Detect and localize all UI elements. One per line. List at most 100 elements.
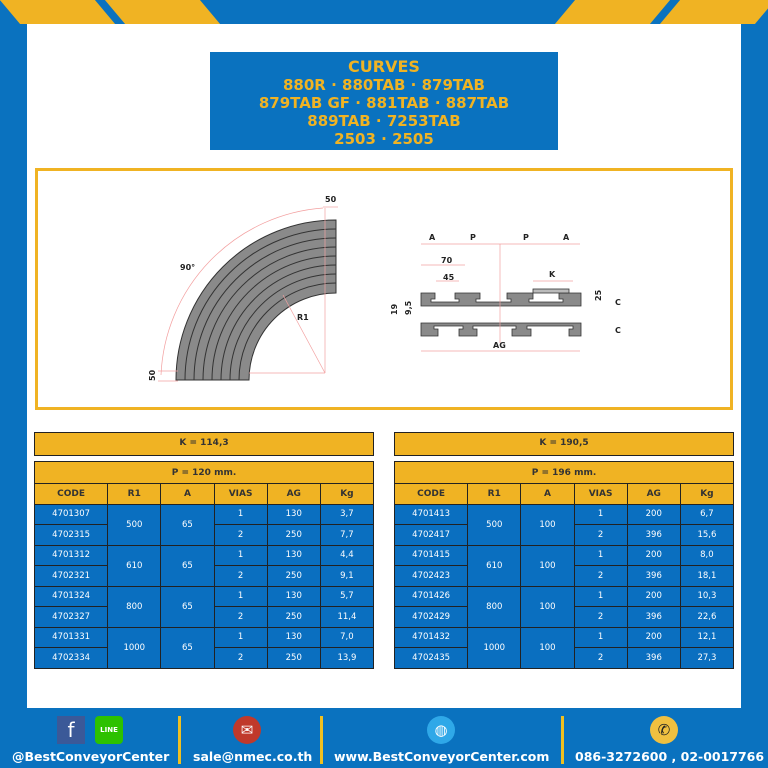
kg-cell: 4,4 (319, 544, 375, 566)
ag-cell: 130 (266, 544, 321, 566)
label-angle: 90° (180, 263, 195, 272)
column-header: CODE (393, 483, 469, 505)
ag-cell: 396 (626, 606, 681, 628)
vias-cell: 2 (213, 606, 268, 628)
spec-table: P = 196 mm. CODE R1 A VIAS AG Kg 4701413 500 100 1… (393, 461, 735, 669)
r1-cell: 610 (107, 544, 162, 587)
globe-icon[interactable]: ◍ (427, 716, 455, 744)
mail-icon[interactable]: ✉ (233, 716, 261, 744)
a-cell: 100 (520, 585, 575, 628)
vias-cell: 1 (573, 544, 628, 566)
code-cell: 4701432 (393, 626, 469, 648)
website-link[interactable]: www.BestConveyorCenter.com (334, 749, 550, 764)
table-row: 4702334 2 250 13,9 (33, 647, 375, 669)
vias-cell: 2 (573, 647, 628, 669)
table-row: 4702423 2 396 18,1 (393, 565, 735, 587)
vias-cell: 1 (213, 585, 268, 607)
ag-cell: 200 (626, 626, 681, 648)
code-cell: 4701413 (393, 503, 469, 525)
a-cell: 65 (160, 544, 215, 587)
kg-cell: 15,6 (679, 524, 735, 546)
ag-cell: 396 (626, 647, 681, 669)
label-19: 19 (390, 303, 399, 315)
code-cell: 4701307 (33, 503, 109, 525)
table-row: 4702417 2 396 15,6 (393, 524, 735, 546)
ag-cell: 250 (266, 647, 321, 669)
kg-cell: 7,7 (319, 524, 375, 546)
vias-cell: 2 (573, 565, 628, 587)
column-header: Kg (319, 483, 375, 505)
column-header: Kg (679, 483, 735, 505)
code-cell: 4702315 (33, 524, 109, 546)
label-70: 70 (441, 256, 453, 265)
table-row: 4701426 800 100 1 200 10,3 (393, 585, 735, 628)
label-p-right: P (523, 233, 529, 242)
pitch-value: P = 196 mm. (394, 461, 734, 484)
code-cell: 4701324 (33, 585, 109, 607)
a-cell: 65 (160, 626, 215, 669)
kg-cell: 3,7 (319, 503, 375, 525)
label-p-left: P (470, 233, 476, 242)
vias-cell: 2 (573, 606, 628, 628)
divider (178, 716, 181, 764)
label-c-bottom: C (615, 326, 621, 335)
title-line: 889TAB · 7253TAB (307, 112, 461, 130)
vias-cell: 2 (213, 524, 268, 546)
email-link[interactable]: sale@nmec.co.th (193, 749, 313, 764)
ag-cell: 200 (626, 503, 681, 525)
title-line: 880R · 880TAB · 879TAB (283, 76, 485, 94)
vias-cell: 2 (573, 524, 628, 546)
code-cell: 4702423 (393, 565, 469, 587)
phone-icon[interactable]: ✆ (650, 716, 678, 744)
kg-cell: 11,4 (319, 606, 375, 628)
table-row: 4702429 2 396 22,6 (393, 606, 735, 628)
k-value: K = 114,3 (34, 432, 374, 456)
r1-cell: 500 (107, 503, 162, 546)
ag-cell: 130 (266, 626, 321, 648)
table-row: 4702435 2 396 27,3 (393, 647, 735, 669)
ag-cell: 200 (626, 544, 681, 566)
label-radius: R1 (297, 313, 309, 322)
column-header: CODE (33, 483, 109, 505)
social-handle[interactable]: @BestConveyorCenter (12, 749, 170, 764)
table-row: 4701432 1000 100 1 200 12,1 (393, 626, 735, 669)
r1-cell: 500 (467, 503, 522, 546)
label-a-left: A (429, 233, 436, 242)
vias-cell: 2 (213, 565, 268, 587)
column-header: VIAS (573, 483, 628, 505)
vias-cell: 1 (573, 626, 628, 648)
kg-cell: 7,0 (319, 626, 375, 648)
facebook-icon[interactable]: f (57, 716, 85, 744)
kg-cell: 9,1 (319, 565, 375, 587)
technical-diagram: 50 90° R1 50 A P P A 70 45 K 19 9,5 25 C… (35, 168, 733, 410)
code-cell: 4701426 (393, 585, 469, 607)
a-cell: 100 (520, 626, 575, 669)
ag-cell: 130 (266, 503, 321, 525)
table-row: 4701312 610 65 1 130 4,4 (33, 544, 375, 587)
spec-table: P = 120 mm. CODE R1 A VIAS AG Kg 4701307 500 65 1 1… (33, 461, 375, 669)
table-row: 4702321 2 250 9,1 (33, 565, 375, 587)
footer: f LINE @BestConveyorCenter ✉ sale@nmec.c… (0, 708, 768, 768)
stripe (0, 0, 116, 24)
ag-cell: 396 (626, 565, 681, 587)
kg-cell: 22,6 (679, 606, 735, 628)
ag-cell: 396 (626, 524, 681, 546)
table-row: 4701413 500 100 1 200 6,7 (393, 503, 735, 546)
column-header: A (520, 483, 575, 505)
ag-cell: 250 (266, 606, 321, 628)
r1-cell: 1000 (107, 626, 162, 669)
page-title: CURVES 880R · 880TAB · 879TAB 879TAB GF … (210, 52, 558, 150)
vias-cell: 1 (213, 626, 268, 648)
line-icon[interactable]: LINE (95, 716, 123, 744)
table-row: 4701331 1000 65 1 130 7,0 (33, 626, 375, 669)
r1-cell: 610 (467, 544, 522, 587)
vias-cell: 1 (573, 585, 628, 607)
title-line: CURVES (348, 57, 420, 76)
ag-cell: 200 (626, 585, 681, 607)
divider (320, 716, 323, 764)
stripe (659, 0, 768, 24)
code-cell: 4702334 (33, 647, 109, 669)
spec-table-k114: K = 114,3 P = 120 mm. CODE R1 A VIAS AG Kg 47013… (33, 432, 375, 669)
r1-cell: 800 (107, 585, 162, 628)
kg-cell: 12,1 (679, 626, 735, 648)
